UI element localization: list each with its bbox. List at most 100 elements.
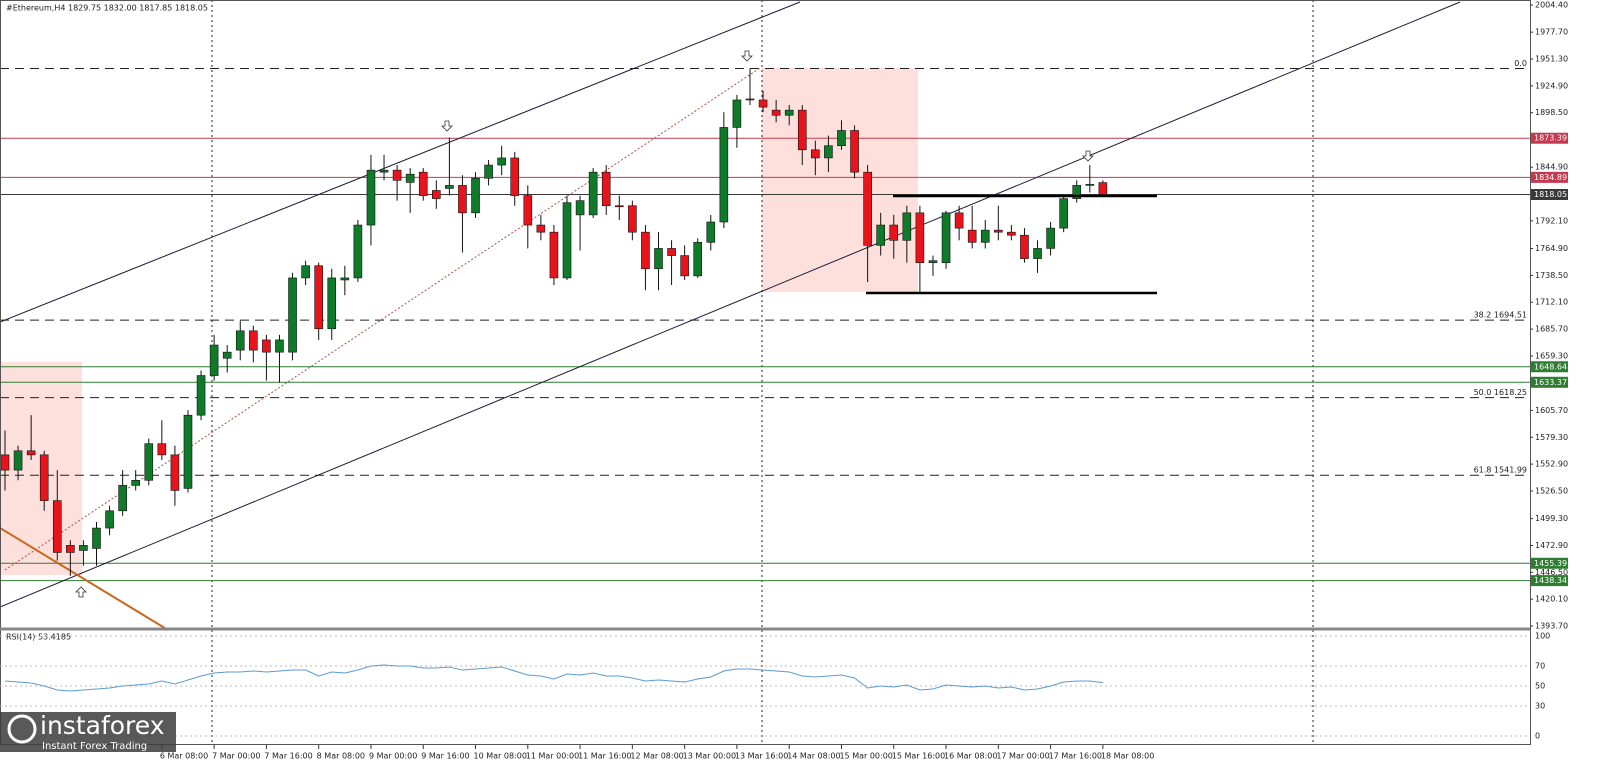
candle-body [797, 109, 807, 151]
y-tick-label: 1420.10 [1535, 595, 1568, 604]
candle-body [1059, 198, 1068, 229]
candle-body [144, 443, 154, 481]
frame [0, 0, 1531, 745]
candle-body [628, 205, 637, 233]
candle-body [693, 242, 703, 277]
price-label-box [1531, 171, 1568, 183]
watermark-name: instaforex [40, 711, 165, 740]
candle-body [1046, 227, 1055, 249]
price-label: 1455.39 [1534, 559, 1567, 568]
x-tick-label: 14 Mar 08:00 [787, 752, 840, 761]
candle-body [1033, 248, 1042, 259]
candle-body [510, 157, 520, 196]
price-label: 1873.39 [1534, 134, 1567, 143]
y-tick-label: 1446.50 [1535, 568, 1568, 577]
y-tick-label: 1685.70 [1535, 325, 1568, 334]
candle-body [392, 169, 402, 181]
y-tick-label: 1712.10 [1535, 298, 1568, 307]
rsi-line [4, 664, 1103, 692]
candle-body [771, 109, 781, 116]
rsi-tick-label: 70 [1535, 662, 1545, 671]
candle-body [994, 229, 1003, 233]
watermark-icon [7, 714, 37, 744]
candle-body [614, 205, 624, 208]
x-tick-label: 7 Mar 16:00 [264, 752, 312, 761]
rsi-tick-label: 50 [1535, 682, 1545, 691]
candle-body [837, 130, 846, 147]
y-tick-label: 1924.90 [1535, 81, 1568, 90]
trend-line [0, 527, 169, 631]
candle-body [183, 414, 193, 489]
zone-box [762, 68, 918, 292]
candle-body [379, 169, 389, 173]
x-tick-label: 15 Mar 00:00 [839, 752, 892, 761]
candle-body [1072, 185, 1082, 199]
price-label-box [1531, 132, 1568, 144]
candle-body [118, 485, 127, 512]
price-label-box [1531, 557, 1568, 569]
rsi-tick-label: 100 [1535, 632, 1550, 641]
y-tick-label: 2004.40 [1535, 1, 1568, 10]
candle-body [601, 171, 611, 207]
candles [0, 68, 1108, 576]
x-tick-label: 11 Mar 16:00 [578, 752, 631, 761]
candle-body [262, 339, 271, 353]
x-tick-label: 16 Mar 08:00 [944, 752, 997, 761]
candle-body [327, 277, 337, 330]
x-tick-label: 18 Mar 08:00 [1101, 752, 1154, 761]
candle-body [575, 200, 585, 216]
x-tick-label: 17 Mar 16:00 [1049, 752, 1102, 761]
candle-body [915, 212, 925, 263]
candle-body [1098, 182, 1108, 195]
y-tick-label: 1552.90 [1535, 460, 1568, 469]
price-label: 1818.05 [1534, 190, 1567, 199]
candle-body [1085, 184, 1095, 186]
y-tick-label: 1764.90 [1535, 244, 1568, 253]
fib-label: 0.0 [1514, 59, 1527, 68]
channel-line [0, 1, 801, 323]
candle-body [536, 224, 546, 233]
y-tick-label: 1659.30 [1535, 351, 1568, 360]
x-tick-label: 10 Mar 08:00 [474, 752, 527, 761]
arrow [441, 120, 453, 132]
candle-body [941, 212, 951, 263]
candle-body [641, 231, 650, 270]
candle-body [170, 454, 180, 491]
candle-body [131, 479, 140, 486]
candle-body [928, 260, 938, 263]
candle-body [157, 443, 167, 456]
candle-body [824, 145, 833, 159]
arrow [1082, 150, 1094, 162]
candle-body [588, 171, 598, 216]
axes: 2004.40 1977.70 1951.30 1924.90 1898.50 1844.… [160, 1, 1568, 761]
fib-label: 50.0 1618.25 [1474, 388, 1527, 397]
candle-body [418, 171, 428, 196]
chart-title: #Ethereum,H4 1829.75 1832.00 1817.85 181… [6, 4, 208, 13]
fib-line [4, 67, 761, 571]
candle-body [209, 344, 219, 376]
candle-body [876, 224, 885, 246]
candle-body [0, 454, 10, 471]
price-label-box [1531, 188, 1568, 200]
candle-body [719, 127, 729, 223]
y-tick-label: 1898.50 [1535, 108, 1568, 117]
x-tick-label: 7 Mar 00:00 [212, 752, 260, 761]
price-label: 1834.89 [1534, 173, 1567, 182]
candle-body [235, 330, 245, 351]
candle-body [745, 98, 755, 101]
candle-body [523, 195, 533, 226]
y-tick-label: 1472.90 [1535, 541, 1568, 550]
candle-body [222, 351, 232, 359]
candle-body [954, 212, 964, 229]
candle-body [667, 248, 676, 256]
candle-body [1007, 231, 1016, 236]
price-label: 1438.34 [1534, 576, 1567, 585]
levels: 0.0 38.2 1694.51 50.0 1618.25 61.8 1541.99 [0, 59, 1530, 582]
candle-body [1020, 234, 1029, 259]
price-label: 1648.64 [1534, 362, 1567, 371]
candle-body [314, 265, 323, 330]
candle-body [758, 99, 768, 108]
x-tick-label: 12 Mar 08:00 [630, 752, 683, 761]
